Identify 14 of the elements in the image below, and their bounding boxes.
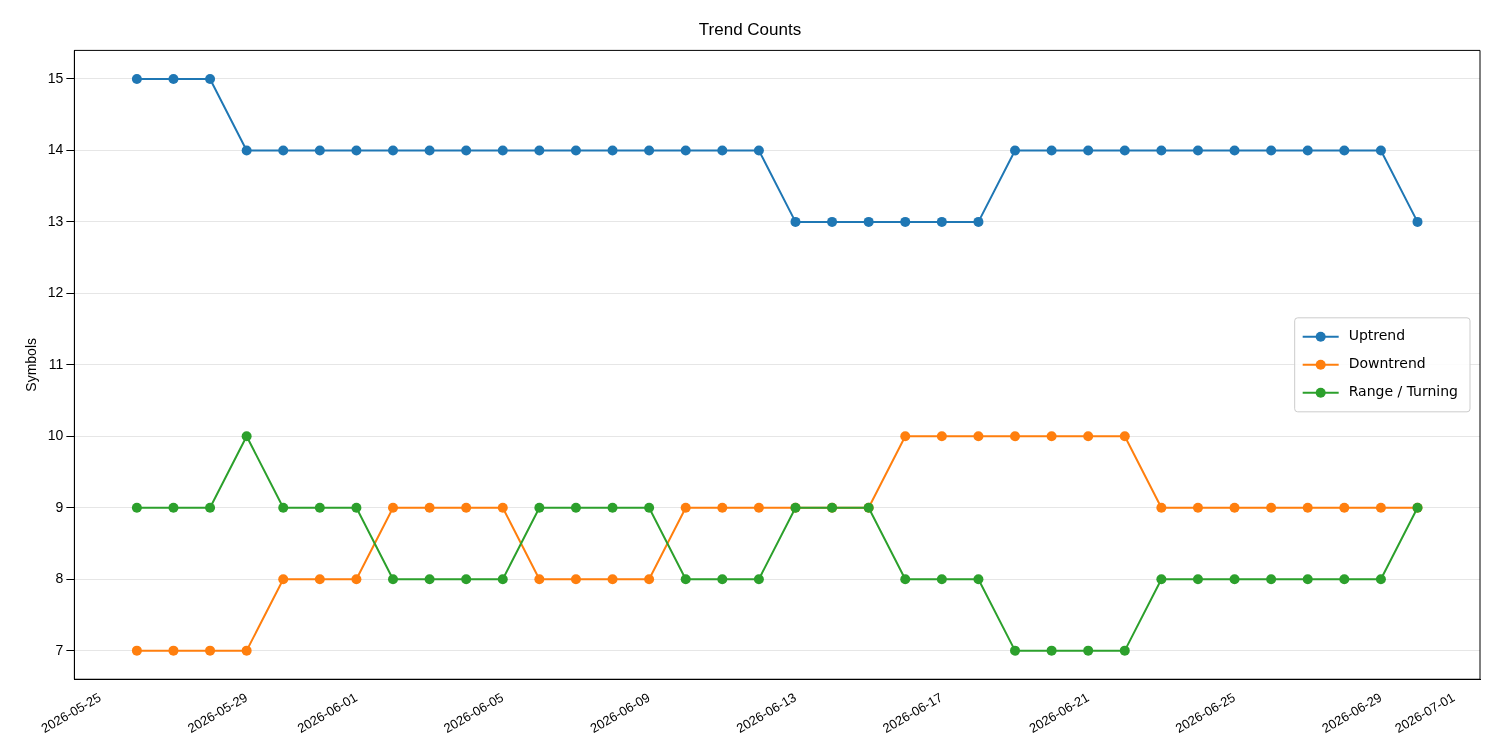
legend-label: Downtrend xyxy=(1348,355,1426,372)
y-tick-label: 11 xyxy=(48,355,64,372)
y-axis-title: Symbols xyxy=(23,337,40,392)
y-tick-label: 12 xyxy=(47,284,64,301)
y-tick-label: 15 xyxy=(47,69,64,86)
chart-title: Trend Counts xyxy=(698,19,802,39)
legend-label: Range / Turning xyxy=(1348,383,1459,400)
y-tick-label: 8 xyxy=(55,570,64,587)
y-tick-label: 14 xyxy=(47,141,64,158)
y-tick-label: 7 xyxy=(55,641,64,658)
y-tick-label: 13 xyxy=(47,212,64,229)
legend-label: Uptrend xyxy=(1348,327,1406,344)
y-tick-label: 10 xyxy=(47,427,64,444)
y-tick-label: 9 xyxy=(55,498,64,515)
